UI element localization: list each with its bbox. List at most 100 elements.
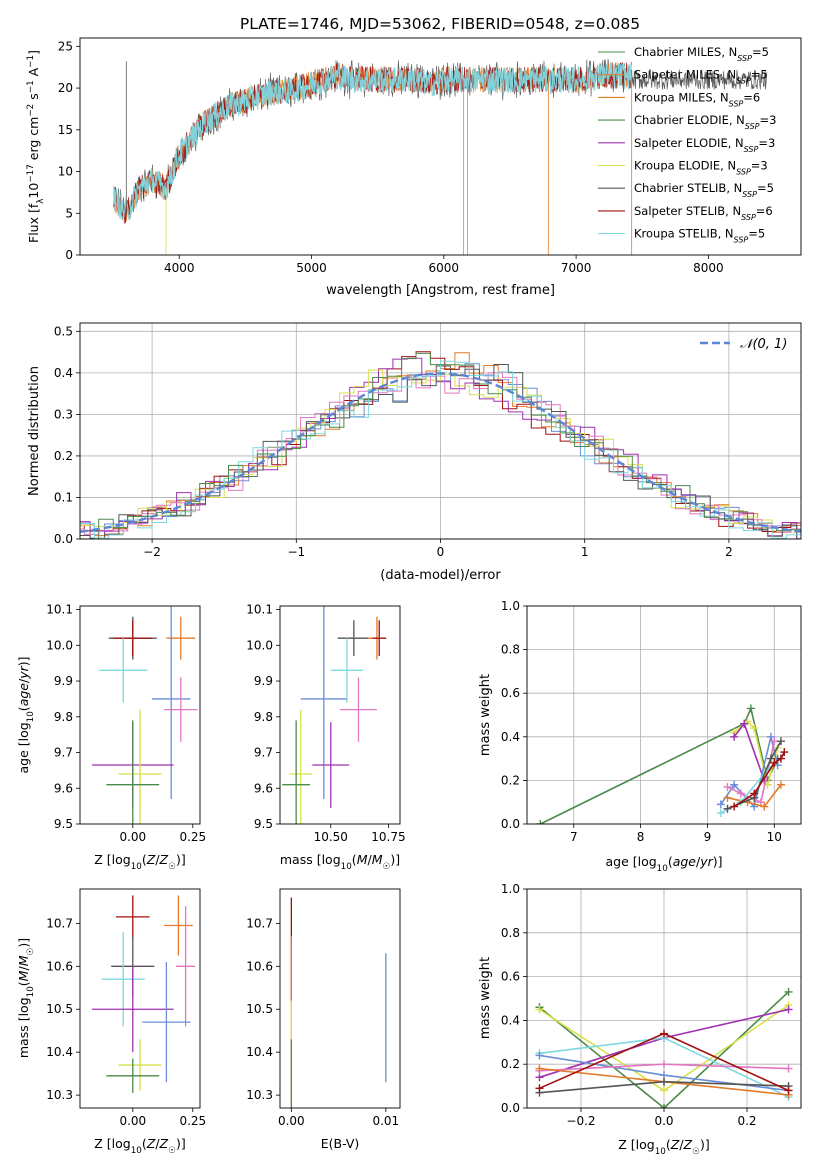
- x-tick-label: 9: [704, 830, 712, 844]
- weight-marker: [784, 1086, 793, 1095]
- x-tick-label: 2: [725, 545, 733, 559]
- y-tick-label: 0.8: [501, 643, 520, 657]
- y-tick-label: 0.4: [501, 1013, 520, 1027]
- x-axis-label: wavelength [Angstrom, rest frame]: [326, 283, 555, 298]
- x-tick-label: 0.2: [737, 1114, 756, 1128]
- legend-label: 𝒩(0, 1): [740, 337, 787, 352]
- legend-label: Chabrier STELIB, NSSP=5: [634, 181, 774, 199]
- x-axis-label: Z [log10(Z/Z☉)]: [94, 852, 186, 872]
- x-tick-label: 4000: [164, 261, 195, 275]
- weight-marker: [535, 1064, 544, 1073]
- y-tick-label: 10.5: [46, 1002, 73, 1016]
- weight-marker: [770, 758, 779, 767]
- weight-marker: [784, 1005, 793, 1014]
- x-axis-label: Z [log10(Z/Z☉)]: [618, 1137, 710, 1157]
- y-axis-label: age [log10(age/yr)]: [16, 656, 36, 773]
- x-tick-label: 7000: [561, 261, 592, 275]
- y-tick-label: 0.5: [54, 324, 73, 338]
- y-tick-label: 10.5: [246, 1002, 273, 1016]
- legend-label: Chabrier ELODIE, NSSP=3: [634, 113, 776, 131]
- weight-marker: [535, 1084, 544, 1093]
- x-tick-label: 0.25: [179, 830, 206, 844]
- axes-frame: [79, 322, 802, 540]
- y-tick-label: 0: [65, 248, 73, 262]
- histogram-step: [80, 352, 801, 539]
- y-axis-label: Flux [fλ10−17 erg cm−2 s−1 A−1]: [26, 50, 46, 243]
- weight-marker: [750, 789, 759, 798]
- weight-marker: [660, 1060, 668, 1069]
- y-tick-label: 15: [58, 123, 73, 137]
- x-tick-label: 0.25: [179, 1114, 206, 1128]
- y-tick-label: 0.0: [501, 817, 520, 831]
- weight-marker: [736, 789, 745, 798]
- y-tick-label: 0.3: [54, 407, 73, 421]
- x-tick-label: 7: [570, 830, 578, 844]
- y-axis-label: mass weight: [478, 674, 493, 756]
- weight-marker: [535, 1005, 544, 1014]
- y-tick-label: 9.8: [54, 710, 73, 724]
- weight-marker: [723, 782, 732, 791]
- y-tick-label: 9.6: [54, 781, 73, 795]
- errorbars: [92, 606, 198, 824]
- y-tick-label: 20: [58, 81, 73, 95]
- y-tick-label: 9.5: [254, 817, 273, 831]
- legend-label: Kroupa ELODIE, NSSP=3: [634, 159, 768, 177]
- spectrum-line: [631, 69, 767, 90]
- y-tick-label: 10.0: [246, 638, 273, 652]
- axes-frame: [526, 888, 802, 1109]
- y-tick-label: 10.7: [46, 916, 73, 930]
- y-tick-label: 10.1: [46, 603, 73, 617]
- y-axis-label: Normed distribution: [27, 366, 42, 496]
- weight-marker: [716, 809, 725, 818]
- y-tick-label: 0.6: [501, 970, 520, 984]
- spectrum-line: [113, 61, 632, 220]
- x-tick-label: −1: [287, 545, 305, 559]
- weight-lines: [536, 704, 789, 824]
- weight-marker: [776, 737, 785, 746]
- legend-label: Chabrier MILES, NSSP=5: [634, 45, 769, 63]
- legend-label: Salpeter STELIB, NSSP=6: [634, 204, 773, 222]
- y-tick-label: 9.9: [54, 674, 73, 688]
- y-tick-label: 10.1: [246, 603, 273, 617]
- legend-label: Salpeter MILES, NSSP=5: [634, 68, 768, 86]
- weight-marker: [770, 737, 779, 746]
- y-tick-label: 10.4: [246, 1045, 273, 1059]
- x-axis-label: (data-model)/error: [380, 568, 501, 583]
- weight-marker: [660, 1086, 668, 1095]
- weight-marker: [723, 804, 732, 813]
- y-tick-label: 10.3: [46, 1088, 73, 1102]
- weight-marker: [730, 780, 739, 789]
- axes-frame: [79, 605, 201, 825]
- y-tick-label: 10.3: [246, 1088, 273, 1102]
- y-tick-label: 5: [65, 206, 73, 220]
- weight-marker: [730, 802, 739, 811]
- x-tick-label: 1: [581, 545, 589, 559]
- weight-marker: [766, 732, 775, 741]
- x-tick-label: 0: [437, 545, 445, 559]
- weight-marker: [776, 780, 785, 789]
- y-tick-label: 10.6: [246, 959, 273, 973]
- y-tick-label: 9.7: [254, 746, 273, 760]
- y-tick-label: 0.6: [501, 686, 520, 700]
- y-tick-label: 9.5: [54, 817, 73, 831]
- weight-marker: [535, 1051, 544, 1060]
- weight-marker: [780, 748, 789, 757]
- weight-marker: [746, 704, 755, 713]
- weight-marker: [776, 754, 785, 763]
- weight-marker: [740, 719, 749, 728]
- axes-frame: [279, 888, 401, 1109]
- x-tick-label: 0.0: [654, 1114, 673, 1128]
- weight-marker: [723, 793, 732, 802]
- weight-marker: [716, 800, 725, 809]
- y-axis-label: mass [log10(M/M☉)]: [16, 938, 36, 1058]
- y-tick-label: 1.0: [501, 882, 520, 896]
- y-tick-label: 0.2: [501, 1057, 520, 1071]
- histograms: [80, 351, 801, 539]
- y-tick-label: 0.8: [501, 926, 520, 940]
- y-tick-label: 9.9: [254, 674, 273, 688]
- weight-marker: [784, 987, 793, 996]
- x-tick-label: 5000: [296, 261, 327, 275]
- legend-label: Kroupa STELIB, NSSP=5: [634, 227, 765, 245]
- y-tick-label: 0.4: [501, 730, 520, 744]
- weight-marker: [730, 732, 739, 741]
